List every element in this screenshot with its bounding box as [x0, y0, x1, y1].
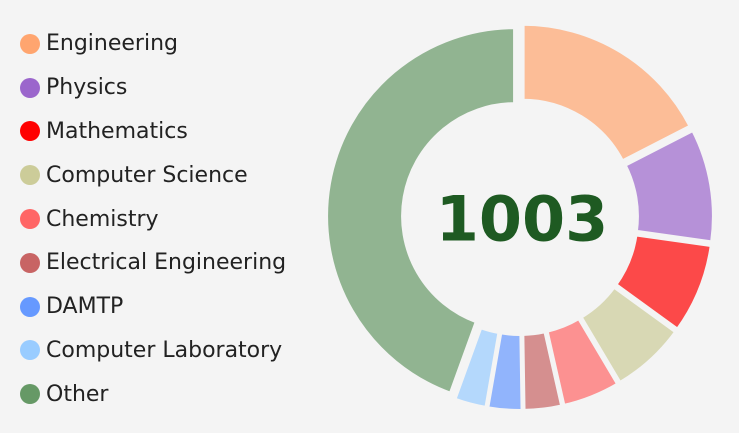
- legend-swatch: [20, 384, 40, 405]
- legend-item[interactable]: Electrical Engineering: [20, 241, 286, 285]
- donut-slice[interactable]: [612, 232, 715, 333]
- legend-swatch: [20, 340, 40, 361]
- legend-item[interactable]: Computer Laboratory: [20, 329, 286, 373]
- legend-item[interactable]: Physics: [20, 66, 286, 110]
- legend-item[interactable]: Engineering: [20, 22, 286, 66]
- donut-slice[interactable]: [520, 21, 694, 165]
- legend-swatch: [20, 33, 40, 54]
- legend-label: Computer Laboratory: [46, 337, 283, 363]
- legend-swatch: [20, 77, 40, 98]
- donut-slices: [324, 21, 716, 413]
- legend-label: Other: [46, 381, 109, 407]
- legend-swatch: [20, 209, 40, 230]
- legend-item[interactable]: Other: [20, 372, 286, 416]
- legend-label: Physics: [46, 75, 128, 101]
- legend-swatch: [20, 296, 40, 317]
- legend-label: Chemistry: [46, 206, 159, 232]
- legend-label: Mathematics: [46, 118, 188, 144]
- donut-slice[interactable]: [324, 25, 518, 397]
- legend-label: Computer Science: [46, 162, 248, 188]
- legend-swatch: [20, 252, 40, 273]
- donut-slice[interactable]: [621, 127, 716, 245]
- donut-slice[interactable]: [451, 324, 502, 411]
- legend-label: DAMTP: [46, 294, 124, 320]
- total-label: 1003: [436, 183, 609, 256]
- legend-swatch: [20, 121, 40, 142]
- legend-item[interactable]: Computer Science: [20, 153, 286, 197]
- legend-swatch: [20, 165, 40, 186]
- legend-item[interactable]: DAMTP: [20, 285, 286, 329]
- legend-item[interactable]: Mathematics: [20, 110, 286, 154]
- legend-label: Engineering: [46, 31, 178, 57]
- chart-legend: Engineering Physics Mathematics Computer Sc…: [20, 22, 286, 416]
- legend-label: Electrical Engineering: [46, 250, 287, 276]
- legend-item[interactable]: Chemistry: [20, 197, 286, 241]
- donut-chart: 1003: [324, 21, 716, 413]
